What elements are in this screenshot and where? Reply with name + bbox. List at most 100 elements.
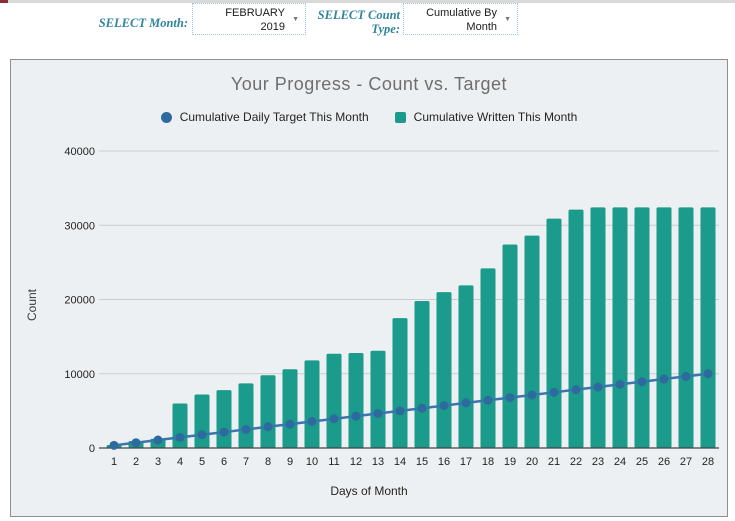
bar-day-22[interactable]	[568, 209, 584, 448]
target-dot-day-4[interactable]	[175, 432, 185, 442]
legend-label-written: Cumulative Written This Month	[413, 110, 578, 124]
target-dot-day-17[interactable]	[461, 398, 471, 408]
target-dot-day-16[interactable]	[439, 401, 449, 411]
target-dot-day-5[interactable]	[197, 430, 207, 440]
bar-day-5[interactable]	[194, 394, 210, 448]
y-tick-label: 20000	[64, 295, 95, 307]
bar-day-18[interactable]	[480, 268, 496, 448]
bar-day-10[interactable]	[304, 360, 320, 448]
y-tick-label: 0	[89, 443, 95, 455]
bar-day-9[interactable]	[282, 369, 298, 448]
target-dot-day-15[interactable]	[417, 403, 427, 413]
count-type-slicer-label: SELECT Count Type:	[317, 8, 400, 36]
month-slicer-label: SELECT Month:	[98, 16, 188, 30]
x-tick-label: 1	[111, 456, 117, 468]
bar-day-14[interactable]	[392, 318, 408, 448]
bar-day-8[interactable]	[260, 375, 276, 448]
bar-day-11[interactable]	[326, 353, 342, 448]
x-tick-label: 26	[658, 456, 670, 468]
count-type-dropdown-value-line1: Cumulative By	[426, 7, 497, 19]
x-tick-label: 5	[199, 456, 205, 468]
bar-day-28[interactable]	[700, 207, 716, 448]
target-dot-day-7[interactable]	[241, 424, 251, 434]
bar-day-27[interactable]	[678, 207, 694, 448]
x-tick-label: 3	[155, 456, 161, 468]
target-dot-day-25[interactable]	[637, 377, 647, 387]
x-tick-label: 10	[306, 456, 318, 468]
month-dropdown[interactable]: FEBRUARY 2019 ▼	[192, 3, 306, 35]
x-tick-label: 2	[133, 456, 139, 468]
bar-day-12[interactable]	[348, 352, 364, 448]
bar-day-19[interactable]	[502, 244, 518, 448]
x-tick-label: 13	[372, 456, 384, 468]
bar-day-21[interactable]	[546, 218, 562, 448]
bar-day-6[interactable]	[216, 390, 232, 448]
x-axis-title: Days of Month	[330, 484, 408, 498]
target-dot-day-6[interactable]	[219, 427, 229, 437]
scroll-indicator	[0, 0, 8, 3]
count-type-dropdown-value-line2: Month	[466, 21, 497, 33]
x-tick-label: 17	[460, 456, 472, 468]
target-dot-day-2[interactable]	[131, 438, 141, 448]
target-dot-day-27[interactable]	[681, 371, 691, 381]
x-tick-label: 20	[526, 456, 538, 468]
target-dot-day-18[interactable]	[483, 395, 493, 405]
target-dot-day-9[interactable]	[285, 419, 295, 429]
target-dot-day-28[interactable]	[703, 369, 713, 379]
month-dropdown-value-line1: FEBRUARY	[225, 7, 285, 19]
y-tick-label: 40000	[64, 146, 95, 158]
bar-day-24[interactable]	[612, 207, 628, 448]
target-dot-day-3[interactable]	[153, 435, 163, 445]
target-line	[113, 372, 709, 447]
bar-day-26[interactable]	[656, 207, 672, 448]
x-tick-label: 16	[438, 456, 450, 468]
bar-day-23[interactable]	[590, 207, 606, 448]
bar-day-7[interactable]	[238, 383, 254, 448]
chart-title: Your Progress - Count vs. Target	[230, 74, 508, 94]
bar-day-16[interactable]	[436, 292, 452, 448]
x-tick-label: 7	[243, 456, 249, 468]
legend-label-target: Cumulative Daily Target This Month	[179, 110, 369, 124]
x-tick-label: 12	[350, 456, 362, 468]
top-scroll-strip	[0, 0, 735, 3]
x-tick-label: 14	[394, 456, 406, 468]
target-dot-day-8[interactable]	[263, 422, 273, 432]
x-tick-label: 19	[504, 456, 516, 468]
x-tick-label: 4	[177, 456, 183, 468]
bar-day-25[interactable]	[634, 207, 650, 448]
target-dot-day-12[interactable]	[351, 411, 361, 421]
target-dot-day-20[interactable]	[527, 390, 537, 400]
target-dot-day-11[interactable]	[329, 414, 339, 424]
chevron-down-icon[interactable]: ▼	[292, 16, 299, 23]
count-type-dropdown[interactable]: Cumulative By Month ▼	[403, 3, 518, 35]
target-dot-day-23[interactable]	[593, 382, 603, 392]
x-tick-label: 6	[221, 456, 227, 468]
target-dot-day-14[interactable]	[395, 406, 405, 416]
bar-day-20[interactable]	[524, 235, 540, 448]
target-dot-day-13[interactable]	[373, 409, 383, 419]
target-dot-day-1[interactable]	[109, 440, 119, 450]
target-dot-day-19[interactable]	[505, 393, 515, 403]
bar-day-13[interactable]	[370, 350, 386, 448]
target-dot-day-21[interactable]	[549, 387, 559, 397]
bar-day-15[interactable]	[414, 300, 430, 448]
legend-item-written[interactable]: Cumulative Written This Month	[394, 110, 578, 124]
legend-item-target[interactable]: Cumulative Daily Target This Month	[160, 110, 369, 124]
x-tick-label: 15	[416, 456, 428, 468]
target-dot-day-24[interactable]	[615, 379, 625, 389]
x-tick-label: 9	[287, 456, 293, 468]
x-tick-label: 8	[265, 456, 271, 468]
target-dot-day-10[interactable]	[307, 416, 317, 426]
bar-day-17[interactable]	[458, 285, 474, 448]
target-dot-day-26[interactable]	[659, 374, 669, 384]
x-tick-label: 23	[592, 456, 604, 468]
x-tick-label: 25	[636, 456, 648, 468]
target-dot-day-22[interactable]	[571, 385, 581, 395]
month-dropdown-value-line2: 2019	[260, 21, 285, 33]
x-tick-label: 21	[548, 456, 560, 468]
y-tick-label: 30000	[64, 220, 95, 232]
written-marker-icon	[394, 111, 406, 123]
chevron-down-icon[interactable]: ▼	[504, 16, 511, 23]
